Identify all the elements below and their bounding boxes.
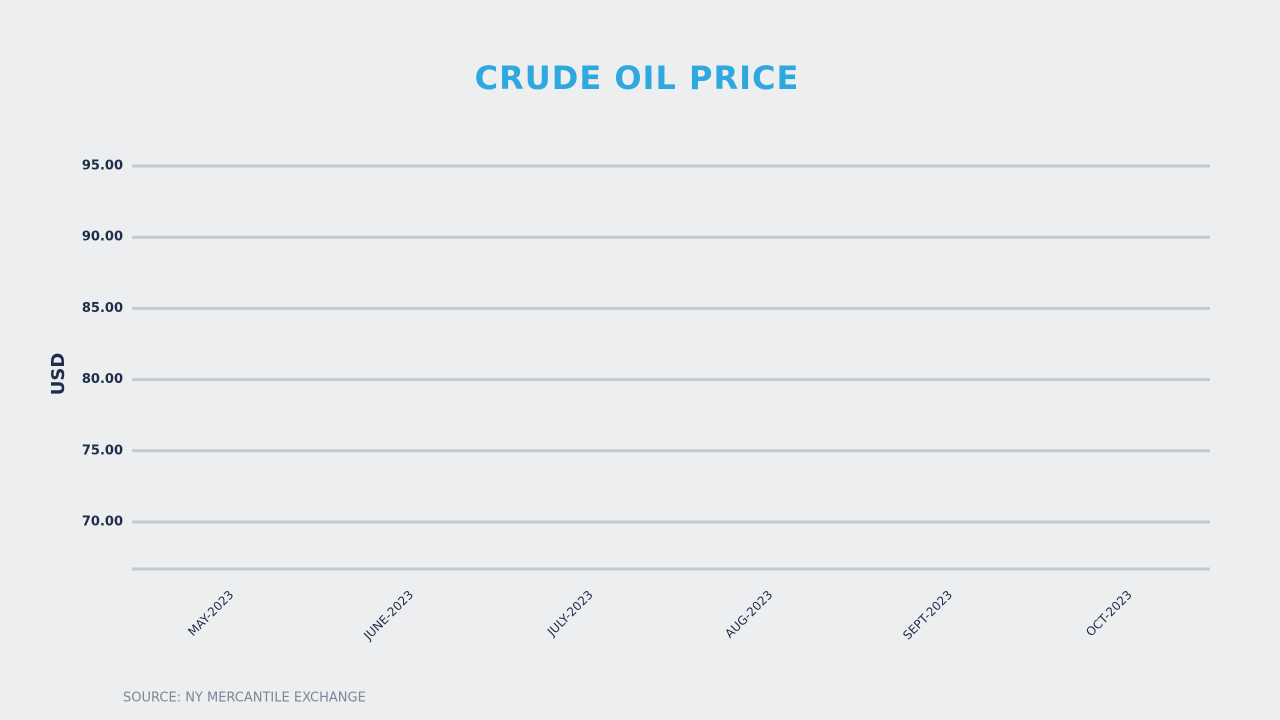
x-tick-label: SEPT-2023 (900, 588, 955, 643)
x-tick-label: MAY-2023 (185, 588, 236, 639)
y-tick-label: 70.00 (82, 515, 123, 530)
y-tick-label: 95.00 (82, 159, 123, 174)
x-tick-label: JULY-2023 (544, 588, 596, 640)
x-tick-label: OCT-2023 (1083, 588, 1135, 640)
source-note: SOURCE: NY MERCANTILE EXCHANGE (123, 691, 366, 706)
chart-title: CRUDE OIL PRICE (475, 59, 800, 97)
x-tick-label: JUNE-2023 (360, 588, 416, 644)
y-axis-label: USD (48, 353, 69, 396)
x-tick-label: AUG-2023 (722, 588, 775, 641)
y-tick-label: 85.00 (82, 301, 123, 316)
y-tick-label: 90.00 (82, 230, 123, 245)
y-tick-label: 75.00 (82, 443, 123, 458)
y-tick-label: 80.00 (82, 372, 123, 387)
